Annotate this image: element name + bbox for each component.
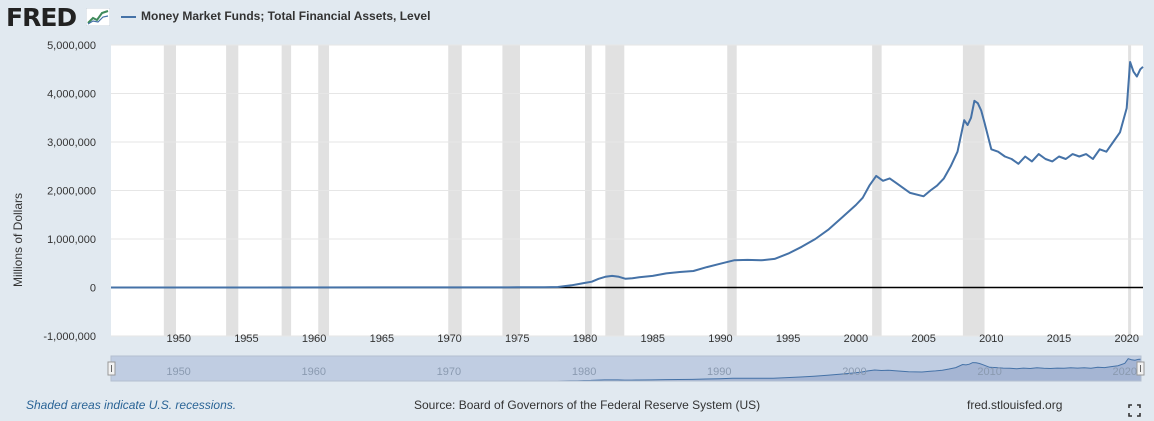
y-tick-label: -1,000,000 xyxy=(43,331,96,343)
x-tick-label: 2015 xyxy=(1047,333,1071,345)
x-tick-label: 1990 xyxy=(708,333,732,345)
navigator-label: 1950 xyxy=(166,366,190,378)
navigator-label: 1990 xyxy=(707,366,731,378)
series-line xyxy=(110,61,1144,289)
navigator-label: 2020 xyxy=(1113,366,1137,378)
y-tick-label: 3,000,000 xyxy=(47,137,96,149)
fred-logo[interactable]: FRED xyxy=(6,3,77,32)
chart-svg[interactable]: -1,000,000 0 1,000,000 2,000,000 3,000,000 4,… xyxy=(0,36,1154,392)
x-tick-label: 1955 xyxy=(234,333,258,345)
y-tick-label: 2,000,000 xyxy=(47,186,96,198)
navigator-label: 2000 xyxy=(842,366,866,378)
fullscreen-icon[interactable] xyxy=(1128,404,1141,417)
legend-series-label: Money Market Funds; Total Financial Asse… xyxy=(141,9,431,23)
time-range-navigator[interactable]: 1950 1960 1970 1980 1990 2000 2010 2020 xyxy=(107,355,1145,382)
series-lines[interactable] xyxy=(110,61,1144,289)
y-tick-label: 5,000,000 xyxy=(47,40,96,52)
x-tick-label: 2005 xyxy=(911,333,935,345)
x-tick-label: 1980 xyxy=(573,333,597,345)
fred-url-link[interactable]: fred.stlouisfed.org xyxy=(967,398,1063,412)
x-tick-label: 1960 xyxy=(302,333,326,345)
y-axis-title: Millions of Dollars xyxy=(11,193,25,287)
x-tick-label: 2020 xyxy=(1115,333,1139,345)
x-tick-label: 1975 xyxy=(505,333,529,345)
navigator-label: 1960 xyxy=(302,366,326,378)
navigator-label: 2010 xyxy=(977,366,1001,378)
legend-swatch xyxy=(121,16,136,18)
grid-lines xyxy=(111,44,1143,337)
x-tick-label: 2010 xyxy=(979,333,1003,345)
y-tick-label: 1,000,000 xyxy=(47,234,96,246)
x-tick-label: 1950 xyxy=(166,333,190,345)
y-axis: -1,000,000 0 1,000,000 2,000,000 3,000,000 4,… xyxy=(43,40,96,343)
x-tick-label: 2000 xyxy=(844,333,868,345)
x-axis: 1950 1955 1960 1965 1970 1975 1980 1985 1990 1995… xyxy=(166,333,1139,345)
x-tick-label: 1970 xyxy=(437,333,461,345)
navigator-label: 1980 xyxy=(572,366,596,378)
y-tick-label: 0 xyxy=(90,283,96,295)
chart-header: FRED Money Market Funds; Total Financial… xyxy=(0,0,1154,36)
navigator-label: 1970 xyxy=(437,366,461,378)
x-tick-label: 1985 xyxy=(640,333,664,345)
x-tick-label: 1995 xyxy=(776,333,800,345)
x-tick-label: 1965 xyxy=(370,333,394,345)
y-tick-label: 4,000,000 xyxy=(47,89,96,101)
recession-note: Shaded areas indicate U.S. recessions. xyxy=(26,398,237,412)
source-text: Source: Board of Governors of the Federa… xyxy=(414,398,761,412)
fred-graph-icon xyxy=(86,8,110,26)
navigator-series-area xyxy=(111,358,1142,382)
